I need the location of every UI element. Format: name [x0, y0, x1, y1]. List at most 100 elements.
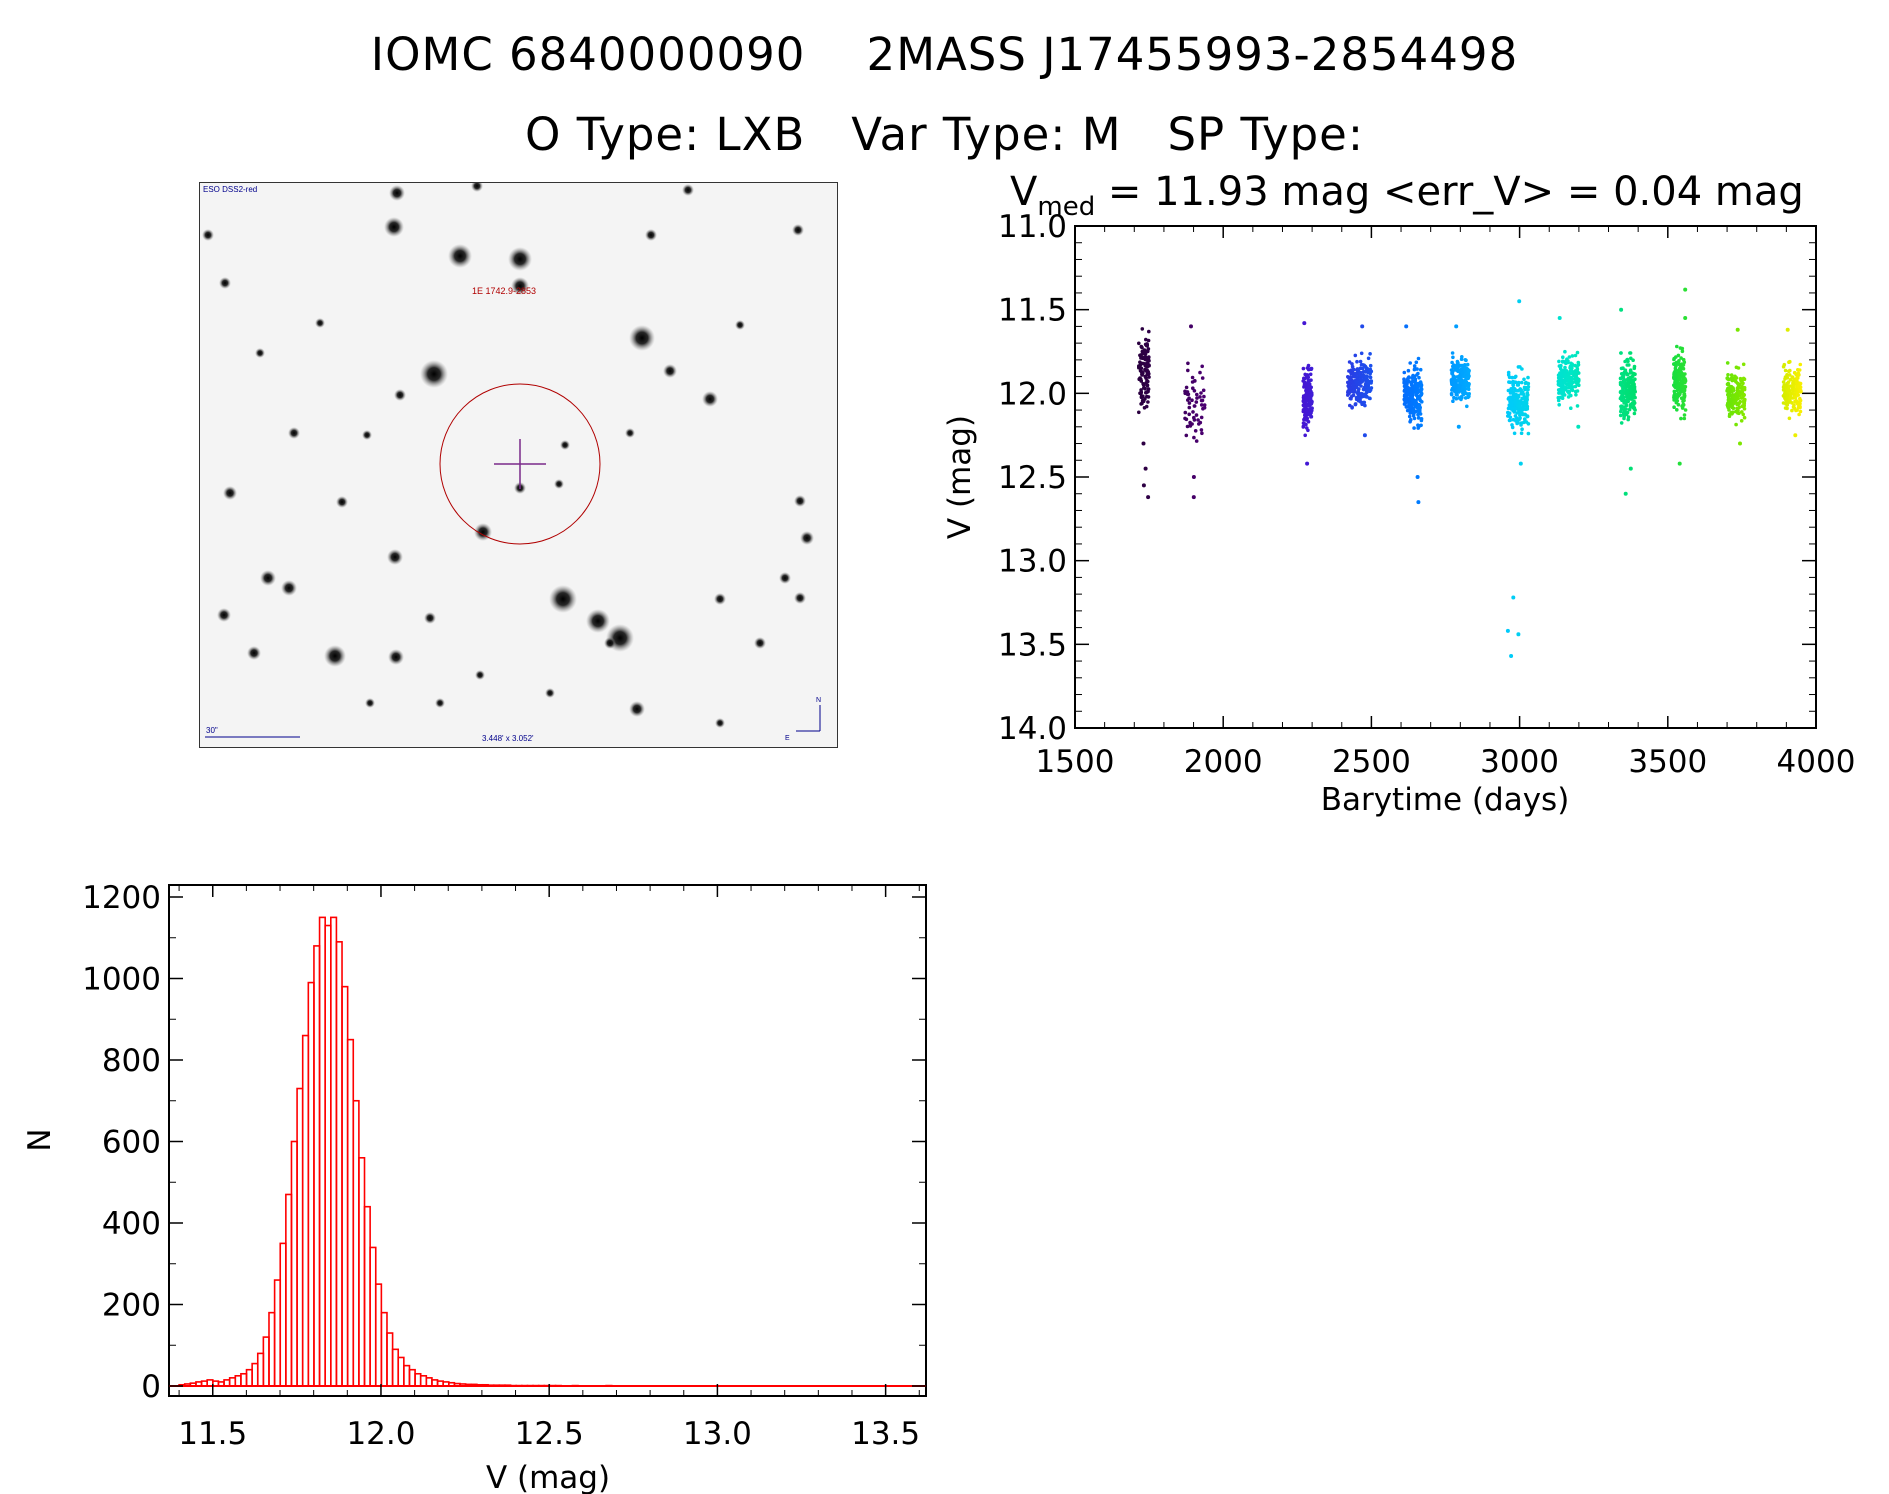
data-point: [1455, 363, 1459, 367]
histogram-bar: [245, 1368, 253, 1387]
data-point: [1674, 355, 1678, 359]
data-point: [1140, 399, 1145, 403]
data-point: [1563, 365, 1567, 370]
data-point: [1137, 377, 1141, 382]
data-point: [1794, 379, 1799, 383]
data-point: [1526, 375, 1530, 380]
histogram-bar: [313, 945, 321, 1387]
data-point: [1350, 362, 1354, 366]
data-point: [1783, 375, 1788, 379]
data-point: [1201, 406, 1205, 411]
data-point-outlier: [1793, 433, 1798, 438]
data-point: [1139, 402, 1143, 406]
data-point: [1355, 375, 1359, 379]
data-point: [1562, 386, 1567, 390]
data-point: [1301, 424, 1306, 429]
data-point: [1463, 358, 1468, 362]
data-point: [1519, 423, 1523, 427]
data-point-outlier: [1191, 495, 1196, 500]
data-point: [1352, 367, 1356, 372]
data-point-outlier: [1415, 475, 1420, 479]
data-point: [1202, 394, 1206, 399]
data-point: [1416, 416, 1421, 420]
data-point: [1419, 385, 1423, 389]
data-point: [1199, 398, 1204, 403]
star-21: [202, 229, 214, 241]
star-23: [336, 496, 348, 508]
data-point: [1406, 376, 1410, 381]
data-point: [1185, 392, 1190, 397]
data-point: [1465, 404, 1469, 409]
data-point: [1356, 391, 1360, 396]
data-point: [1193, 379, 1197, 383]
compass-n-label: N: [816, 697, 821, 704]
data-point: [1511, 392, 1516, 397]
star-0: [420, 360, 448, 388]
histogram-bar: [369, 1246, 377, 1387]
data-point: [1621, 395, 1626, 400]
star-37: [800, 531, 814, 545]
data-point: [1347, 391, 1351, 396]
data-point: [1450, 351, 1455, 355]
histogram-bar: [397, 1356, 405, 1387]
data-point: [1673, 392, 1677, 396]
data-point: [1680, 406, 1685, 410]
data-point-outlier: [1404, 324, 1409, 329]
data-point: [1622, 379, 1626, 384]
data-point: [1626, 379, 1631, 384]
data-point: [1186, 361, 1190, 366]
data-point-outlier: [1360, 324, 1365, 329]
light-curve-xlabel: Barytime (days): [1321, 782, 1570, 818]
data-point: [1307, 404, 1311, 408]
histogram-bar: [414, 1372, 422, 1387]
data-point: [1187, 405, 1192, 410]
data-point: [1416, 412, 1420, 417]
data-point: [1633, 377, 1637, 382]
data-point: [1402, 377, 1406, 382]
data-point: [1147, 363, 1151, 367]
histogram-bar: [329, 916, 338, 1387]
data-point: [1457, 384, 1462, 388]
data-point: [1402, 397, 1406, 402]
data-point: [1451, 399, 1455, 404]
data-point: [1460, 388, 1464, 393]
data-point: [1138, 360, 1142, 365]
star-29: [389, 185, 405, 201]
star-32: [682, 184, 694, 196]
histogram-bar: [386, 1332, 394, 1387]
y-tick-label: 12.5: [998, 460, 1067, 496]
data-point: [1516, 420, 1520, 425]
data-point: [1787, 360, 1791, 365]
data-point: [1467, 368, 1471, 373]
data-point: [1509, 402, 1514, 407]
histogram-frame: [168, 884, 927, 1397]
data-point: [1362, 400, 1367, 405]
light-curve-ylabel: V (mag): [942, 415, 978, 539]
data-point: [1464, 382, 1469, 386]
data-point: [1408, 361, 1412, 365]
data-point: [1680, 384, 1685, 389]
data-point: [1460, 395, 1464, 400]
data-point: [1788, 395, 1793, 400]
data-point: [1742, 415, 1747, 420]
data-point: [1303, 405, 1307, 410]
data-point-outlier: [1454, 324, 1459, 329]
data-point: [1680, 349, 1685, 354]
data-point: [1629, 397, 1634, 401]
data-point: [1790, 388, 1795, 393]
data-point: [1729, 373, 1734, 377]
data-point: [1139, 370, 1144, 374]
data-point: [1419, 418, 1424, 423]
data-point: [1460, 371, 1465, 375]
data-point: [1576, 382, 1580, 386]
data-point-outlier: [1517, 299, 1522, 304]
star-13: [388, 649, 404, 665]
data-point: [1561, 360, 1565, 364]
data-point: [1449, 392, 1454, 397]
data-point: [1139, 366, 1144, 371]
histogram-bar: [296, 1087, 304, 1387]
x-tick-label: 2000: [1184, 744, 1263, 780]
data-point: [1797, 368, 1802, 372]
data-point: [1451, 364, 1455, 369]
data-point: [1194, 400, 1199, 404]
